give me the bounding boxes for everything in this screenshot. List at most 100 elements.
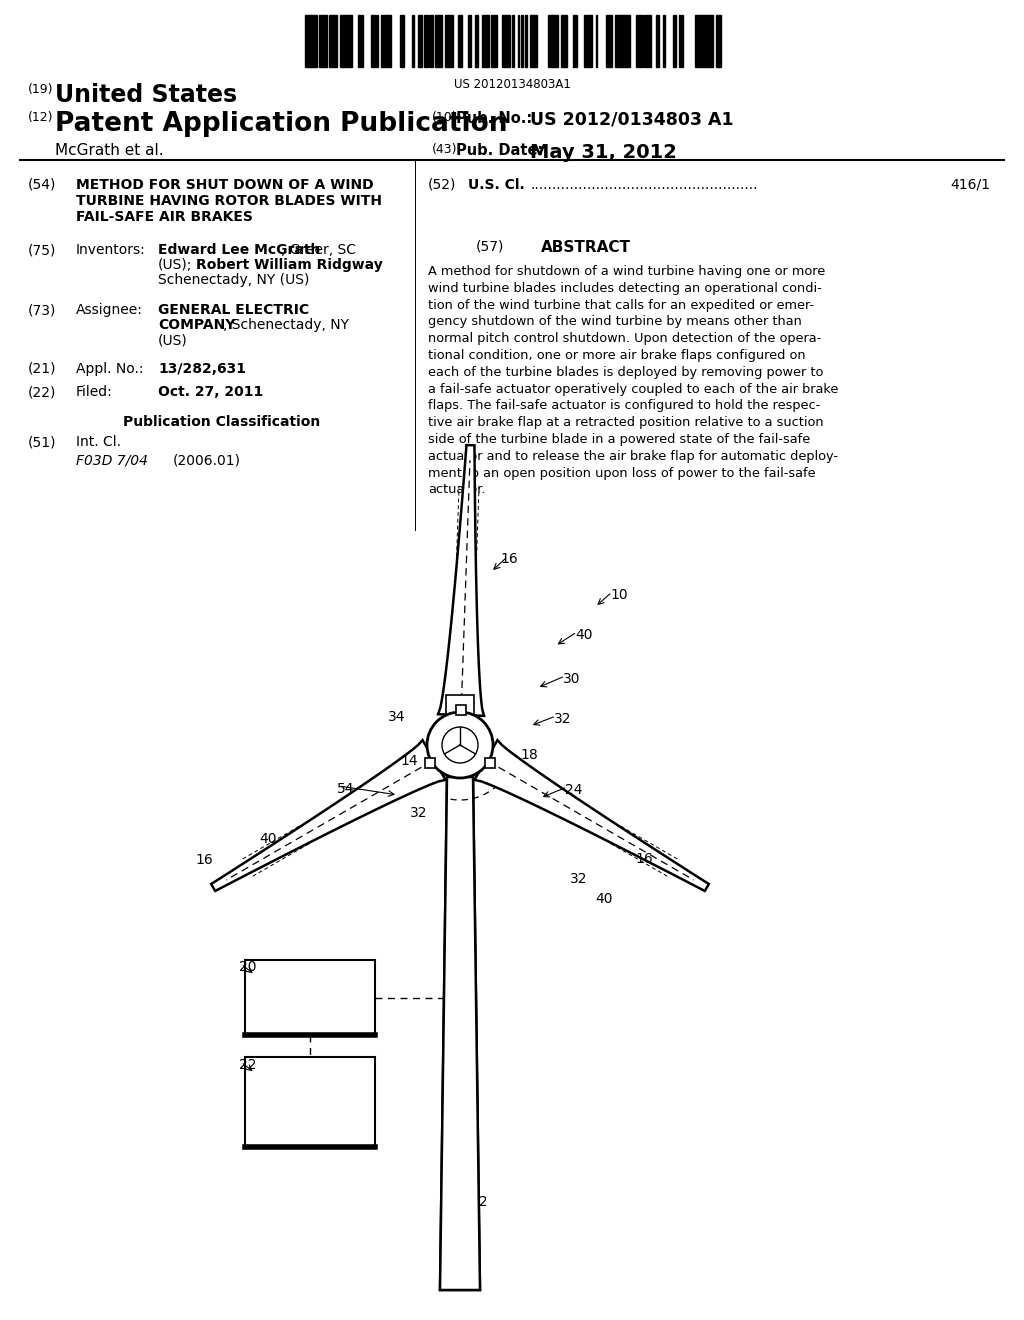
Text: Schenectady, NY (US): Schenectady, NY (US) <box>158 273 309 286</box>
Bar <box>382 15 385 67</box>
Bar <box>673 15 676 67</box>
Text: (57): (57) <box>476 240 505 253</box>
Text: Inventors:: Inventors: <box>76 243 145 257</box>
Bar <box>446 696 474 717</box>
Text: 16: 16 <box>195 853 213 867</box>
Text: Oct. 27, 2011: Oct. 27, 2011 <box>158 385 263 399</box>
Text: F03D 7/04: F03D 7/04 <box>76 453 148 467</box>
Bar <box>622 15 626 67</box>
Text: (75): (75) <box>28 243 56 257</box>
Text: (73): (73) <box>28 304 56 317</box>
Text: Edward Lee McGrath: Edward Lee McGrath <box>158 243 321 257</box>
Circle shape <box>427 711 493 777</box>
Bar <box>620 15 622 67</box>
Bar <box>372 15 376 67</box>
Bar <box>468 15 471 67</box>
Bar <box>425 15 428 67</box>
Bar <box>656 15 658 67</box>
Text: Int. Cl.: Int. Cl. <box>76 436 121 449</box>
Bar <box>458 15 462 67</box>
Text: US 2012/0134803 A1: US 2012/0134803 A1 <box>530 111 733 129</box>
Bar <box>490 15 495 67</box>
Bar <box>245 960 375 1035</box>
Text: United States: United States <box>55 83 238 107</box>
Text: 416/1: 416/1 <box>950 178 990 191</box>
Text: A method for shutdown of a wind turbine having one or more
wind turbine blades i: A method for shutdown of a wind turbine … <box>428 265 839 496</box>
Bar <box>342 15 344 67</box>
Text: 40: 40 <box>575 628 593 642</box>
Text: ....................................................: ........................................… <box>531 178 759 191</box>
Text: 22: 22 <box>239 1059 256 1072</box>
Text: 54: 54 <box>337 781 354 796</box>
Bar <box>312 15 315 67</box>
Bar <box>561 15 565 67</box>
Bar <box>495 15 497 67</box>
Text: 10: 10 <box>610 587 628 602</box>
Text: (43): (43) <box>432 143 458 156</box>
Text: (US);: (US); <box>158 257 193 272</box>
Bar <box>699 15 703 67</box>
Bar <box>340 15 342 67</box>
Bar <box>333 15 337 67</box>
Text: 16: 16 <box>635 851 652 866</box>
Text: 26: 26 <box>453 902 471 916</box>
Text: TURBINE HAVING ROTOR BLADES WITH: TURBINE HAVING ROTOR BLADES WITH <box>76 194 382 209</box>
Text: , Schenectady, NY: , Schenectady, NY <box>223 318 349 333</box>
Text: 34: 34 <box>388 710 406 723</box>
Text: (22): (22) <box>28 385 56 399</box>
Bar <box>457 705 466 715</box>
Bar <box>608 15 612 67</box>
Text: 32: 32 <box>410 807 427 820</box>
Bar <box>506 15 510 67</box>
Bar <box>626 15 630 67</box>
Bar <box>679 15 683 67</box>
Bar <box>548 15 550 67</box>
Bar <box>485 758 496 767</box>
Polygon shape <box>440 777 480 1290</box>
Bar <box>323 15 326 67</box>
Text: COMPANY: COMPANY <box>158 318 236 333</box>
Text: (US): (US) <box>158 333 187 347</box>
Bar <box>418 15 422 67</box>
Polygon shape <box>438 445 484 715</box>
Bar <box>663 15 665 67</box>
Polygon shape <box>440 777 480 1290</box>
Bar <box>436 15 438 67</box>
Text: (51): (51) <box>28 436 56 449</box>
Text: 14: 14 <box>400 754 418 768</box>
Text: Patent Application Publication: Patent Application Publication <box>55 111 508 137</box>
Bar <box>574 15 577 67</box>
Text: FAIL-SAFE AIR BRAKES: FAIL-SAFE AIR BRAKES <box>76 210 253 224</box>
Text: (12): (12) <box>28 111 53 124</box>
Text: Robert William Ridgway: Robert William Ridgway <box>196 257 383 272</box>
Text: 18: 18 <box>520 748 538 762</box>
Bar <box>606 15 608 67</box>
Text: 40: 40 <box>595 892 612 906</box>
Bar <box>552 15 554 67</box>
Text: (52): (52) <box>428 178 457 191</box>
Bar <box>485 15 489 67</box>
Bar <box>590 15 592 67</box>
Bar <box>385 15 387 67</box>
Text: GENERAL ELECTRIC: GENERAL ELECTRIC <box>158 304 309 317</box>
Bar <box>445 15 449 67</box>
Bar <box>400 15 404 67</box>
Text: US 20120134803A1: US 20120134803A1 <box>454 78 570 91</box>
Bar <box>615 15 618 67</box>
Polygon shape <box>474 741 709 891</box>
Text: McGrath et al.: McGrath et al. <box>55 143 164 158</box>
Bar <box>389 15 391 67</box>
Text: 30: 30 <box>563 672 581 686</box>
Bar <box>425 758 435 767</box>
Text: 32: 32 <box>570 873 588 886</box>
Bar <box>716 15 719 67</box>
Text: Pub. No.:: Pub. No.: <box>456 111 532 125</box>
Bar <box>359 15 362 67</box>
Bar <box>521 15 523 67</box>
Text: (2006.01): (2006.01) <box>173 453 241 467</box>
Text: (19): (19) <box>28 83 53 96</box>
Bar <box>319 15 323 67</box>
Polygon shape <box>211 741 445 891</box>
Bar <box>308 15 311 67</box>
Bar <box>638 15 642 67</box>
